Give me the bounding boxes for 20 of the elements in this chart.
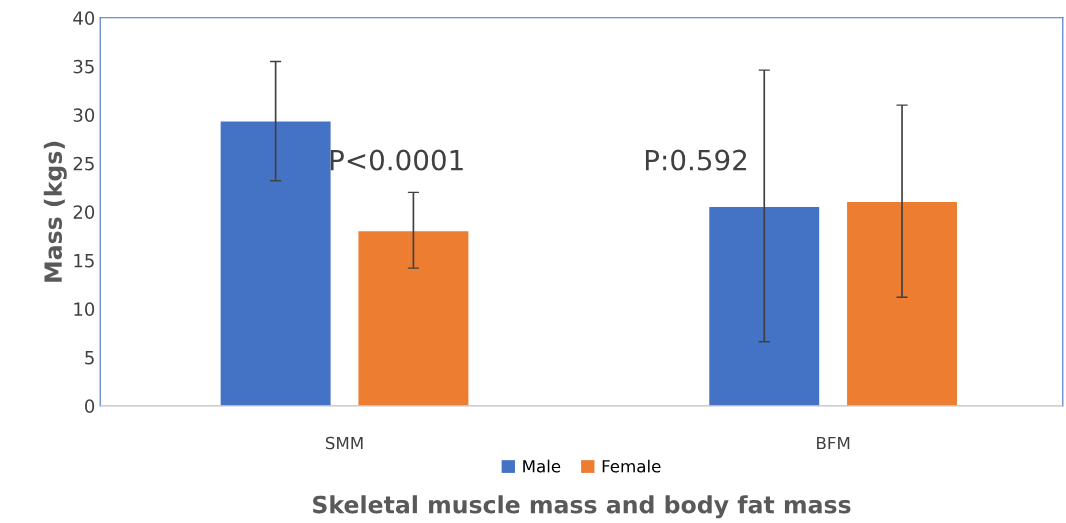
y-tick-label: 10 (74, 302, 95, 316)
x-tick-label: SMM (325, 436, 363, 450)
bar (709, 206, 820, 406)
y-tick-label: 20 (73, 205, 95, 219)
y-tick-label: 35 (73, 59, 94, 74)
y-tick-label: 30 (73, 108, 95, 122)
x-axis-title: Skeletal muscle mass and body fat mass (313, 495, 851, 519)
y-tick-label: 25 (73, 156, 94, 171)
bar (220, 121, 331, 406)
x-tick-label: BFM (817, 436, 850, 450)
bar (847, 202, 958, 406)
bar (358, 231, 469, 406)
y-tick-label: 5 (85, 351, 94, 365)
annotation: P:0.592 (645, 149, 747, 171)
y-tick-label: 0 (85, 399, 95, 413)
y-tick-label: 15 (74, 254, 94, 268)
legend-label: Female (602, 459, 661, 473)
y-tick-label: 40 (73, 11, 95, 25)
legend-label: Male (523, 459, 561, 473)
y-axis-title: Mass (kgs) (43, 141, 67, 282)
